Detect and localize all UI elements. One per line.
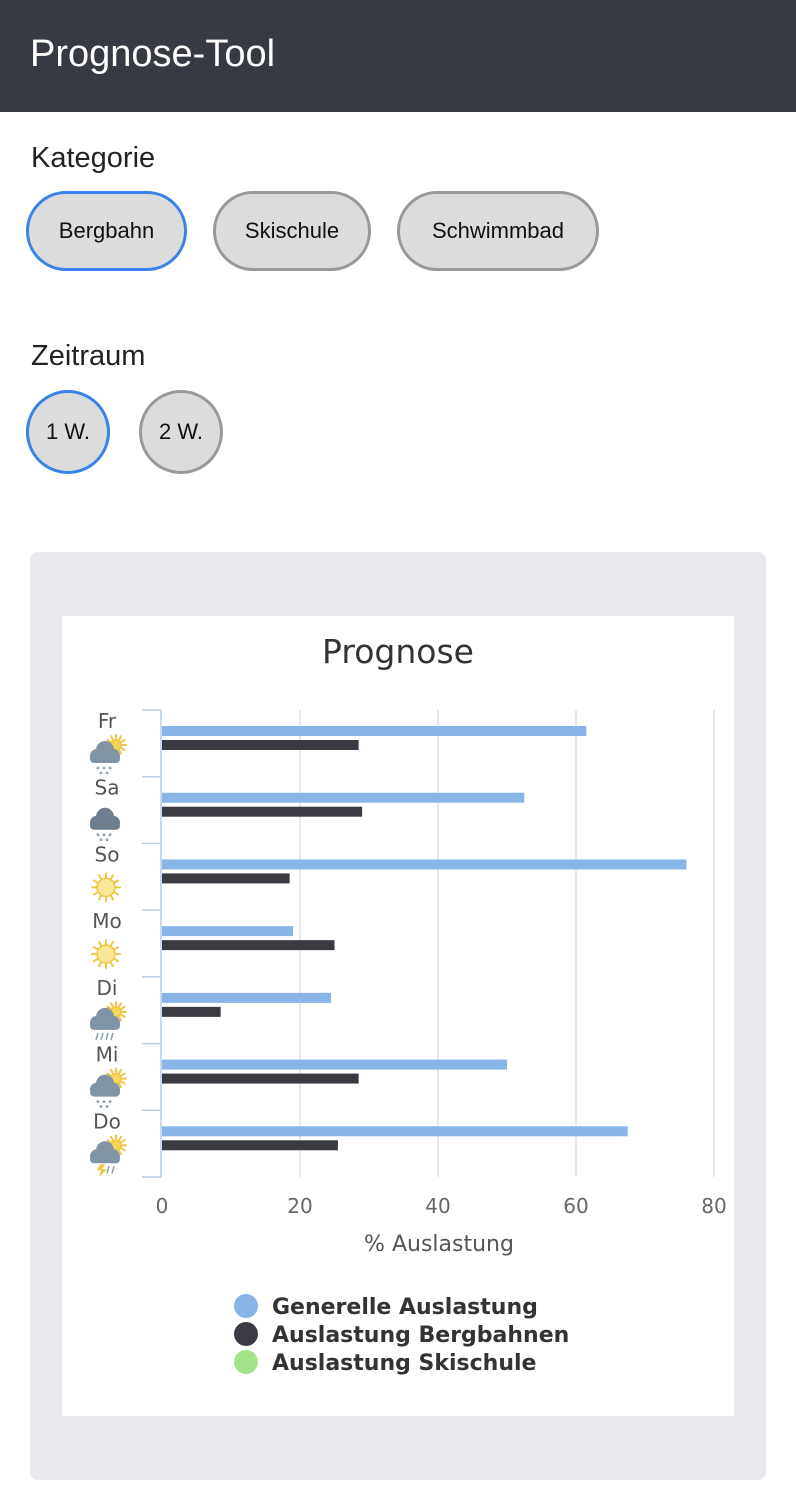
category-label-So: So bbox=[95, 842, 120, 866]
sun-icon bbox=[91, 872, 121, 903]
zeitraum-label: Zeitraum bbox=[31, 340, 146, 372]
bar-generelle-auslastung-So bbox=[162, 859, 687, 870]
thunder-sun-icon bbox=[90, 1134, 127, 1178]
category-button-skischule[interactable]: Skischule bbox=[213, 191, 371, 271]
forecast-chart: Prognose 0 20 40 60 80 % Auslastung Fr Sa So Mo Di M… bbox=[90, 632, 727, 1376]
app-header: Prognose-Tool bbox=[0, 0, 796, 112]
period-button-2w[interactable]: 2 W. bbox=[139, 390, 223, 474]
bar-auslastung-bergbahnen-Di bbox=[162, 1006, 221, 1017]
category-button-schwimmbad[interactable]: Schwimmbad bbox=[397, 191, 599, 271]
category-label-Mi: Mi bbox=[96, 1043, 119, 1067]
sun-icon bbox=[91, 939, 121, 970]
category-label-Di: Di bbox=[97, 976, 118, 1000]
period-button-1w[interactable]: 1 W. bbox=[26, 390, 110, 474]
legend-marker bbox=[234, 1322, 258, 1346]
category-label-Mo: Mo bbox=[92, 909, 122, 933]
bar-auslastung-bergbahnen-Do bbox=[162, 1140, 338, 1151]
x-tick-label-60: 60 bbox=[563, 1194, 588, 1218]
category-button-bergbahn[interactable]: Bergbahn bbox=[26, 191, 187, 271]
chart-card: Prognose 0 20 40 60 80 % Auslastung Fr Sa So Mo Di M… bbox=[62, 616, 734, 1416]
rain-sun-icon bbox=[90, 1000, 127, 1041]
bar-generelle-auslastung-Fr bbox=[162, 726, 587, 736]
x-axis-label: % Auslastung bbox=[364, 1232, 514, 1257]
snow-sun-icon bbox=[90, 1067, 127, 1108]
legend-label: Generelle Auslastung bbox=[272, 1295, 538, 1320]
bar-auslastung-bergbahnen-So bbox=[162, 873, 290, 884]
bar-auslastung-bergbahnen-Sa bbox=[162, 806, 363, 817]
legend-label: Auslastung Skischule bbox=[272, 1351, 536, 1376]
bar-generelle-auslastung-Mo bbox=[162, 926, 294, 937]
x-tick-label-0: 0 bbox=[156, 1194, 169, 1218]
bar-generelle-auslastung-Sa bbox=[162, 792, 525, 803]
x-tick-label-40: 40 bbox=[425, 1194, 450, 1218]
category-label-Do: Do bbox=[93, 1109, 121, 1133]
bar-generelle-auslastung-Do bbox=[162, 1126, 628, 1137]
legend-marker bbox=[234, 1294, 258, 1318]
snow-cloud-icon bbox=[90, 807, 120, 842]
bar-auslastung-bergbahnen-Mi bbox=[162, 1073, 359, 1084]
snow-sun-icon bbox=[90, 734, 127, 775]
kategorie-label: Kategorie bbox=[31, 142, 156, 174]
bar-generelle-auslastung-Mi bbox=[162, 1059, 507, 1070]
bar-generelle-auslastung-Di bbox=[162, 992, 332, 1003]
category-label-Sa: Sa bbox=[95, 776, 120, 800]
x-tick-label-20: 20 bbox=[287, 1194, 312, 1218]
x-tick-label-80: 80 bbox=[701, 1194, 726, 1218]
legend-marker bbox=[234, 1350, 258, 1374]
app-title: Prognose-Tool bbox=[30, 33, 276, 75]
chart-title: Prognose bbox=[322, 632, 474, 671]
legend-label: Auslastung Bergbahnen bbox=[272, 1323, 569, 1348]
category-label-Fr: Fr bbox=[98, 709, 117, 733]
bar-auslastung-bergbahnen-Mo bbox=[162, 940, 335, 951]
bar-auslastung-bergbahnen-Fr bbox=[162, 740, 359, 750]
